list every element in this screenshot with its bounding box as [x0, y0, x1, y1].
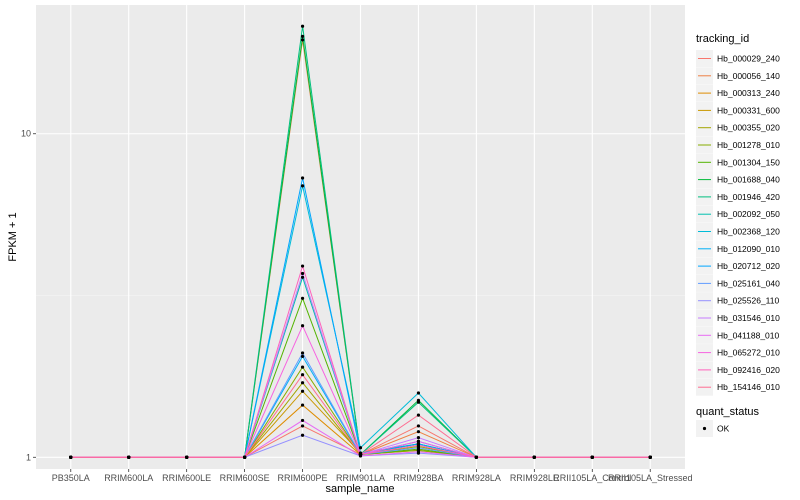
- shape-legend-point: [702, 426, 707, 431]
- legend-label: Hb_002368_120: [717, 227, 780, 237]
- x-tick-label: RRIM600LE: [162, 473, 211, 483]
- data-point: [416, 439, 421, 443]
- data-point: [358, 452, 363, 457]
- data-point: [300, 264, 305, 268]
- data-point: [185, 455, 189, 459]
- data-point: [358, 446, 363, 450]
- data-point: [300, 38, 305, 42]
- data-points: [69, 24, 652, 459]
- legend-label: Hb_154146_010: [717, 382, 780, 392]
- x-tick-label: RRIM928BA: [393, 473, 443, 483]
- legend: tracking_id Hb_000029_240 Hb_000056_140 Hb…: [696, 33, 780, 396]
- x-tick-label: RRIM600SE: [220, 473, 270, 483]
- data-point: [474, 455, 478, 459]
- x-tick-label: RRIM928LE: [510, 473, 559, 483]
- x-tick-label: RRIM901LA: [336, 473, 385, 483]
- data-point: [300, 365, 305, 369]
- legend-label: Hb_025161_040: [717, 278, 780, 288]
- data-point: [300, 184, 305, 188]
- data-point: [416, 391, 421, 395]
- data-point: [243, 455, 247, 459]
- data-point: [648, 455, 652, 459]
- data-point: [300, 34, 305, 38]
- legend-label: Hb_065272_010: [717, 348, 780, 358]
- x-tick-label: RRII105LA_Control: [553, 473, 631, 483]
- legend-label: Hb_001688_040: [717, 175, 780, 185]
- data-point: [300, 271, 305, 276]
- legend-title: tracking_id: [696, 33, 749, 45]
- data-point: [300, 354, 305, 359]
- legend-label: Hb_031546_010: [717, 313, 780, 323]
- data-point: [69, 455, 73, 459]
- data-point: [300, 433, 305, 437]
- legend-label: Hb_001946_420: [717, 192, 780, 202]
- data-point: [300, 324, 305, 328]
- legend-label: Hb_000313_240: [717, 88, 780, 98]
- data-point: [416, 443, 421, 447]
- shape-legend-label: OK: [717, 424, 730, 434]
- y-axis: 1 10: [21, 129, 36, 462]
- legend-label: Hb_041188_010: [717, 330, 780, 340]
- legend-label: Hb_000029_240: [717, 54, 780, 64]
- x-axis-title: sample_name: [325, 483, 394, 495]
- data-point: [300, 418, 305, 423]
- data-point: [300, 381, 305, 385]
- data-point: [416, 436, 421, 440]
- data-point: [532, 455, 536, 459]
- legend-label: Hb_001304_150: [717, 157, 780, 167]
- data-point: [300, 296, 305, 300]
- legend-label: Hb_012090_010: [717, 244, 780, 254]
- legend-label: Hb_001278_010: [717, 140, 780, 150]
- shape-legend: quant_status OK: [696, 406, 759, 437]
- data-point: [416, 430, 421, 434]
- shape-legend-title: quant_status: [696, 406, 759, 418]
- y-tick-label: 1: [26, 452, 31, 462]
- data-point: [416, 413, 421, 417]
- data-point: [416, 450, 421, 454]
- data-point: [300, 176, 305, 180]
- data-point: [127, 455, 131, 459]
- y-tick-label: 10: [21, 129, 31, 139]
- x-tick-label: RRIM600LA: [104, 473, 153, 483]
- x-axis: PB350LA RRIM600LA RRIM600LE RRIM600SE RRIM60…: [52, 469, 693, 483]
- x-tick-label: RRIM600PE: [278, 473, 328, 483]
- legend-label: Hb_000355_020: [717, 123, 780, 133]
- legend-label: Hb_000331_600: [717, 105, 780, 115]
- data-point: [300, 24, 305, 28]
- data-point: [300, 351, 305, 355]
- legend-label: Hb_002092_050: [717, 209, 780, 219]
- data-point: [300, 389, 305, 393]
- legend-label: Hb_025526_110: [717, 296, 780, 306]
- data-point: [416, 424, 421, 428]
- data-point: [416, 446, 421, 450]
- data-point: [300, 424, 305, 428]
- legend-label: Hb_000056_140: [717, 71, 780, 81]
- y-axis-title: FPKM + 1: [7, 212, 19, 261]
- legend-label: Hb_020712_020: [717, 261, 780, 271]
- x-tick-label: RRIM928LA: [452, 473, 501, 483]
- data-point: [300, 373, 305, 377]
- legend-label: Hb_092416_020: [717, 365, 780, 375]
- data-point: [590, 455, 594, 459]
- data-point: [300, 403, 305, 407]
- x-tick-label: PB350LA: [52, 473, 90, 483]
- data-point: [416, 400, 421, 404]
- data-point: [300, 275, 305, 279]
- x-tick-label: RRII105LA_Stressed: [608, 473, 693, 483]
